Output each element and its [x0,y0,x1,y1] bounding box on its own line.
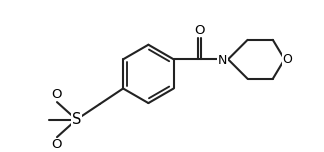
Text: O: O [52,138,62,151]
Text: S: S [72,112,81,127]
Text: O: O [195,24,205,37]
Text: N: N [218,54,227,67]
Text: O: O [52,88,62,101]
Text: O: O [283,53,292,66]
